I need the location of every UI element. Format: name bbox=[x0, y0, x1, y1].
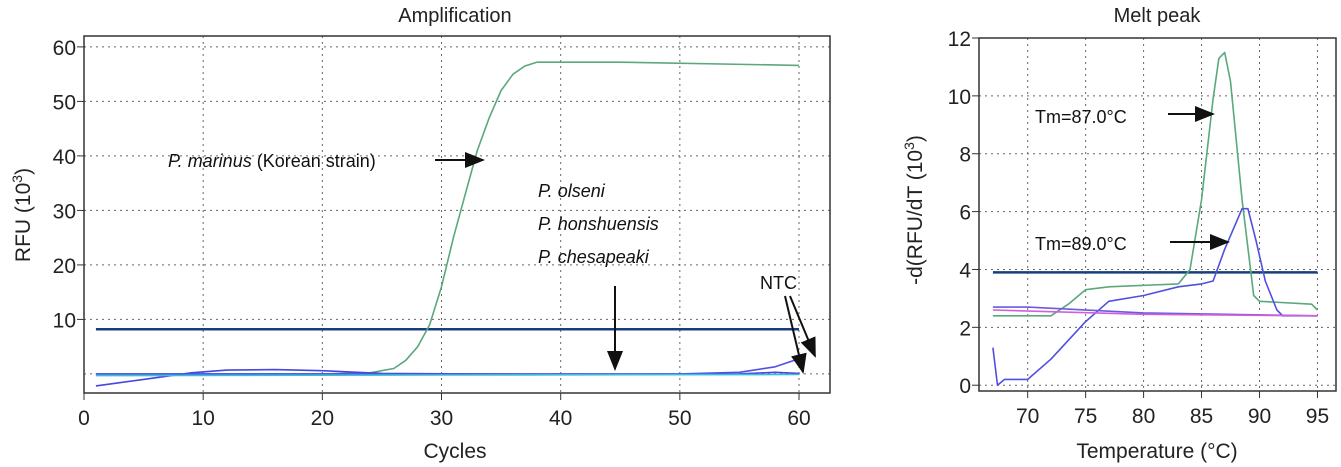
x-tick-label: 60 bbox=[787, 407, 810, 430]
plot-frame bbox=[978, 37, 1337, 392]
x-tick-label: 85 bbox=[1190, 405, 1213, 428]
series-line bbox=[95, 368, 800, 387]
y-tick-label: 2 bbox=[959, 317, 971, 340]
annotation-olseni: P. olseni bbox=[538, 181, 606, 201]
y-axis-label: RFU (103) bbox=[9, 168, 35, 262]
x-tick-label: 90 bbox=[1248, 405, 1271, 428]
x-tick-label: 75 bbox=[1074, 405, 1097, 428]
y-tick-label: 10 bbox=[948, 86, 971, 109]
chart-title: Melt peak bbox=[1114, 5, 1202, 27]
series-line bbox=[95, 61, 800, 375]
y-tick-label: 40 bbox=[53, 146, 76, 169]
x-axis-label: Temperature (°C) bbox=[1076, 440, 1237, 463]
x-tick-label: 30 bbox=[430, 407, 453, 430]
annotation-marinus: P. marinus (Korean strain) bbox=[168, 151, 376, 171]
x-tick-label: 10 bbox=[191, 407, 214, 430]
arrow bbox=[784, 295, 807, 374]
y-tick-label: 4 bbox=[959, 259, 971, 282]
annotation-tm1: Tm=87.0°C bbox=[1035, 107, 1127, 127]
y-tick-label: 0 bbox=[959, 375, 971, 398]
arrow bbox=[789, 295, 816, 358]
y-tick-label: 50 bbox=[53, 91, 76, 114]
y-tick-label: 8 bbox=[959, 144, 971, 167]
x-tick-label: 80 bbox=[1132, 405, 1155, 428]
series-line bbox=[992, 309, 1318, 317]
x-tick-label: 40 bbox=[549, 407, 572, 430]
x-tick-label: 0 bbox=[78, 407, 90, 430]
chart-title: Amplification bbox=[398, 5, 511, 27]
melt-peak-chart: Melt peak 0 2 4 6 8 10 12 70 75 80 85 90 95 Temperat… bbox=[901, 5, 1337, 463]
annotation-honshuensis: P. honshuensis bbox=[538, 214, 659, 234]
y-tick-label: 30 bbox=[53, 200, 76, 223]
annotation-ntc: NTC bbox=[760, 273, 797, 293]
y-axis-label: -d(RFU/dT (103) bbox=[901, 135, 927, 285]
y-tick-label: 12 bbox=[948, 28, 971, 51]
x-tick-label: 20 bbox=[311, 407, 334, 430]
series-line bbox=[992, 207, 1318, 386]
y-tick-label: 60 bbox=[53, 37, 76, 60]
x-tick-label: 50 bbox=[668, 407, 691, 430]
plot-frame bbox=[83, 35, 831, 394]
x-tick-label: 70 bbox=[1016, 405, 1039, 428]
y-tick-label: 10 bbox=[53, 309, 76, 332]
series-line bbox=[95, 373, 800, 377]
series-line bbox=[992, 51, 1319, 317]
series-line bbox=[95, 357, 800, 375]
x-axis-label: Cycles bbox=[423, 440, 486, 463]
x-tick-label: 95 bbox=[1306, 405, 1329, 428]
annotation-chesapeaki: P. chesapeaki bbox=[538, 247, 650, 267]
y-tick-label: 20 bbox=[53, 255, 76, 278]
y-tick-label: 6 bbox=[959, 202, 971, 225]
annotation-tm2: Tm=89.0°C bbox=[1035, 234, 1127, 254]
